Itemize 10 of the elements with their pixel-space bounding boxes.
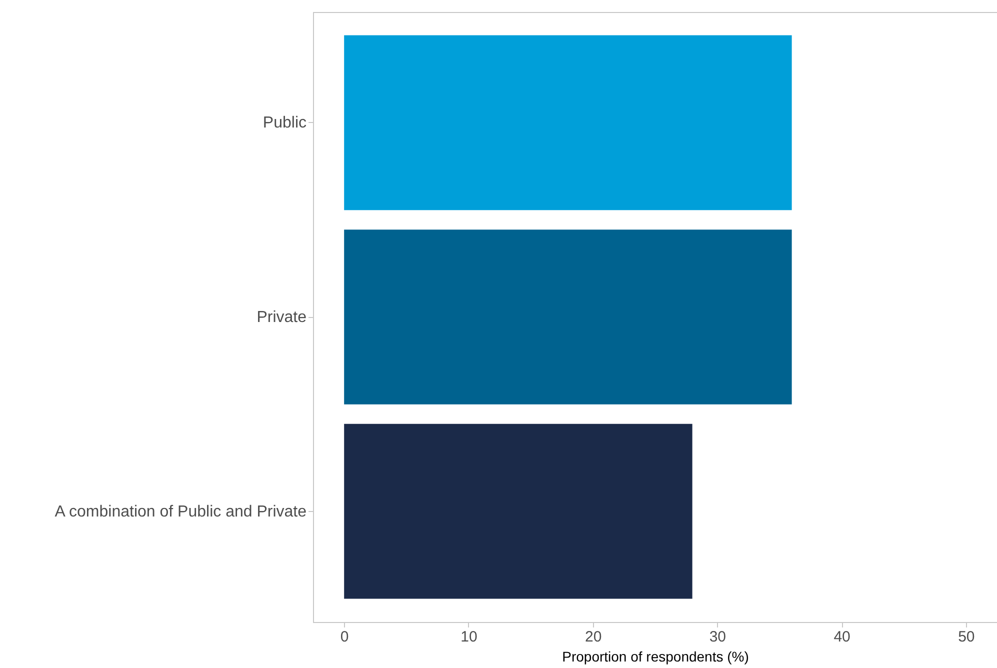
x-tick-label: 20 <box>584 628 602 646</box>
y-tick-label: Public <box>262 114 306 132</box>
x-tick-label: 30 <box>709 628 726 646</box>
x-tick-label: 10 <box>460 628 478 646</box>
x-tick-label: 40 <box>834 628 850 646</box>
x-tick-label: 0 <box>340 628 349 646</box>
x-tick-label: 50 <box>958 628 975 646</box>
x-axis-title: Proportion of respondents (%) <box>562 648 749 664</box>
y-tick-label: A combination of Public and Private <box>54 503 307 520</box>
y-tick-label: Private <box>256 309 307 326</box>
